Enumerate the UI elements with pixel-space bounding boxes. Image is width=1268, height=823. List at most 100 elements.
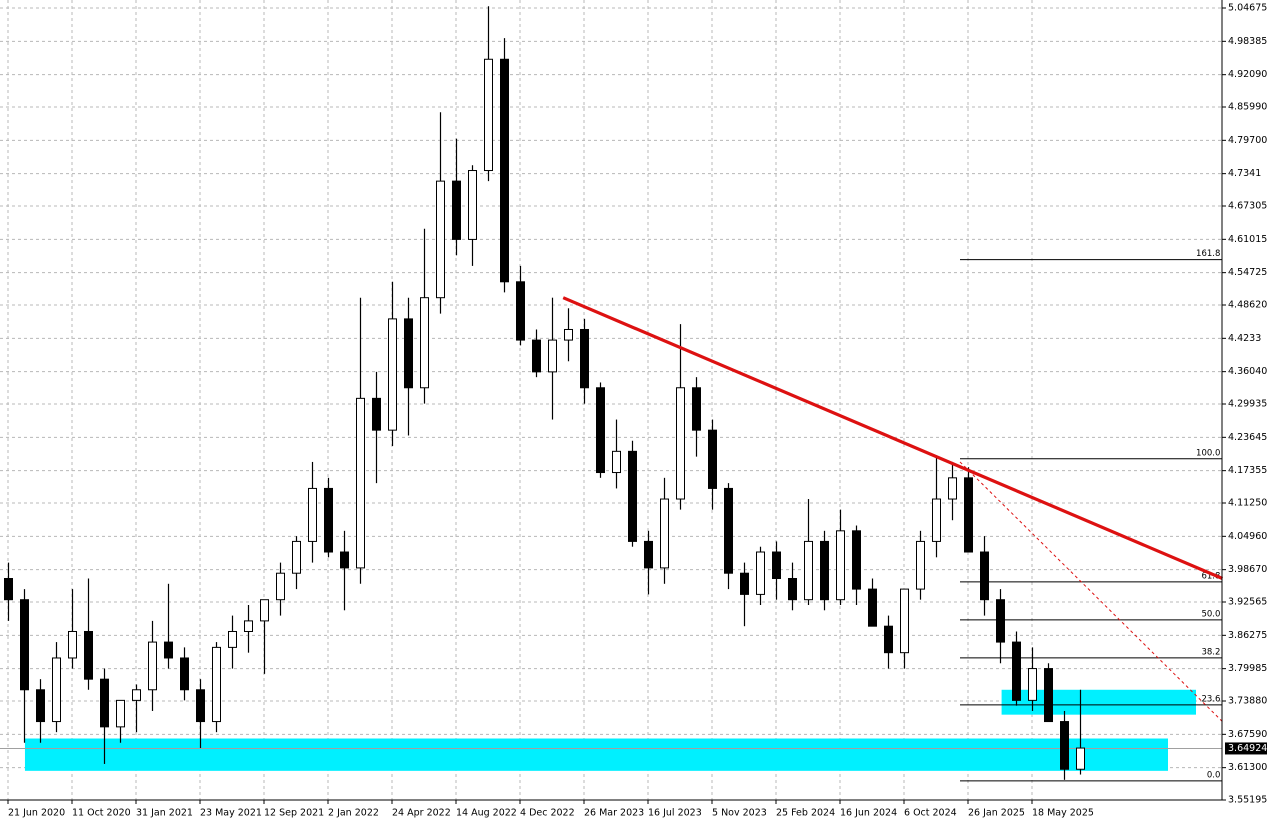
candle-body [308, 487, 317, 542]
candle-body [1076, 747, 1085, 770]
candle-body [772, 551, 781, 580]
x-tick-label: 18 May 2025 [1032, 808, 1094, 819]
candle-body [980, 551, 989, 601]
x-tick-label: 4 Dec 2022 [520, 808, 575, 819]
candle-body [948, 477, 957, 500]
current-price-label: 3.64924 [1228, 743, 1267, 754]
candle-body [180, 657, 189, 691]
y-tick-label: 3.86275 [1228, 630, 1267, 641]
candle-body [628, 450, 637, 542]
candle-body [740, 572, 749, 595]
y-tick-label: 4.23645 [1228, 432, 1267, 443]
candle-body [340, 551, 349, 569]
candle-body [644, 540, 653, 569]
candle-body [404, 318, 413, 389]
candle-body [36, 689, 45, 723]
candle-body [916, 540, 925, 590]
candle-body [1060, 721, 1069, 770]
candle-body [212, 646, 221, 723]
candle-body [260, 599, 269, 622]
x-tick-label: 26 Mar 2023 [584, 808, 644, 819]
candle-body [244, 620, 253, 632]
y-tick-label: 3.67590 [1228, 729, 1267, 740]
y-tick-label: 4.11250 [1228, 498, 1267, 509]
candle-body [788, 578, 797, 601]
x-tick-label: 16 Jul 2023 [648, 808, 702, 819]
fib-label: 161.8 [1196, 249, 1220, 259]
projection [959, 461, 1223, 722]
y-tick-label: 4.85990 [1228, 102, 1267, 113]
candle-body [724, 487, 733, 574]
fib-label: 38.2 [1201, 647, 1220, 657]
candle-body [612, 450, 621, 474]
y-tick-label: 4.7341 [1228, 168, 1261, 179]
candle-body [100, 678, 109, 728]
x-tick-label: 25 Feb 2024 [776, 808, 835, 819]
candle-body [548, 339, 557, 373]
candle-body [436, 180, 445, 299]
y-tick-label: 3.73880 [1228, 696, 1267, 707]
x-tick-label: 31 Jan 2021 [136, 808, 193, 819]
y-tick-label: 4.4233 [1228, 333, 1261, 344]
candle-body [692, 387, 701, 431]
x-tick-label: 16 Jun 2024 [840, 808, 897, 819]
candle-body [420, 297, 429, 389]
x-tick-label: 26 Jan 2025 [968, 808, 1025, 819]
x-tick-label: 12 Sep 2021 [264, 808, 324, 819]
fib-label: 61.8 [1201, 571, 1220, 581]
y-tick-label: 3.92565 [1228, 597, 1267, 608]
fib-label: 100.0 [1196, 448, 1220, 458]
candle-body [4, 578, 13, 601]
candle-body [468, 170, 477, 240]
trendline [562, 296, 1224, 580]
x-tick-label: 14 Aug 2022 [456, 808, 517, 819]
candle-body [132, 689, 141, 701]
candle-body [452, 180, 461, 240]
candle-body [276, 572, 285, 601]
x-tick-label: 24 Apr 2022 [392, 808, 451, 819]
y-tick-label: 3.55195 [1228, 795, 1267, 806]
y-tick-label: 4.29935 [1228, 399, 1267, 410]
candle-body [148, 641, 157, 691]
candle-body [932, 498, 941, 542]
y-tick-label: 4.54725 [1228, 267, 1267, 278]
y-tick-label: 3.79985 [1228, 663, 1267, 674]
candle-body [804, 540, 813, 601]
candle-body [372, 397, 381, 431]
candle-body [516, 281, 525, 341]
support-zone [24, 738, 1169, 771]
y-tick-label: 3.98670 [1228, 564, 1267, 575]
y-tick-label: 4.92090 [1228, 69, 1267, 80]
y-tick-label: 5.04675 [1228, 3, 1267, 14]
candle-body [324, 487, 333, 553]
x-tick-label: 21 Jun 2020 [8, 808, 65, 819]
x-tick-label: 2 Jan 2022 [328, 808, 379, 819]
candle-body [996, 599, 1005, 643]
x-tick-label: 5 Nov 2023 [712, 808, 767, 819]
candle-body [196, 689, 205, 723]
candle-body [500, 58, 509, 283]
candle-body [708, 429, 717, 489]
y-tick-label: 4.67305 [1228, 201, 1267, 212]
candle-body [116, 699, 125, 728]
candle-body [836, 530, 845, 601]
candle-body [964, 477, 973, 553]
candle-body [52, 657, 61, 723]
candle-body [580, 328, 589, 389]
y-tick-label: 4.79700 [1228, 135, 1267, 146]
candle-body [1012, 641, 1021, 701]
candle-body [852, 530, 861, 590]
y-tick-label: 4.61015 [1228, 234, 1267, 245]
y-tick-label: 4.98385 [1228, 36, 1267, 47]
candle-body [356, 397, 365, 569]
candle-body [1028, 668, 1037, 701]
candle-body [676, 387, 685, 500]
candle-body [68, 630, 77, 659]
candle-body [228, 630, 237, 648]
candle-body [292, 540, 301, 574]
candle-body [900, 588, 909, 654]
candle-body [660, 498, 669, 569]
current-price-tag [1225, 742, 1267, 755]
y-tick-label: 3.61300 [1228, 762, 1267, 773]
